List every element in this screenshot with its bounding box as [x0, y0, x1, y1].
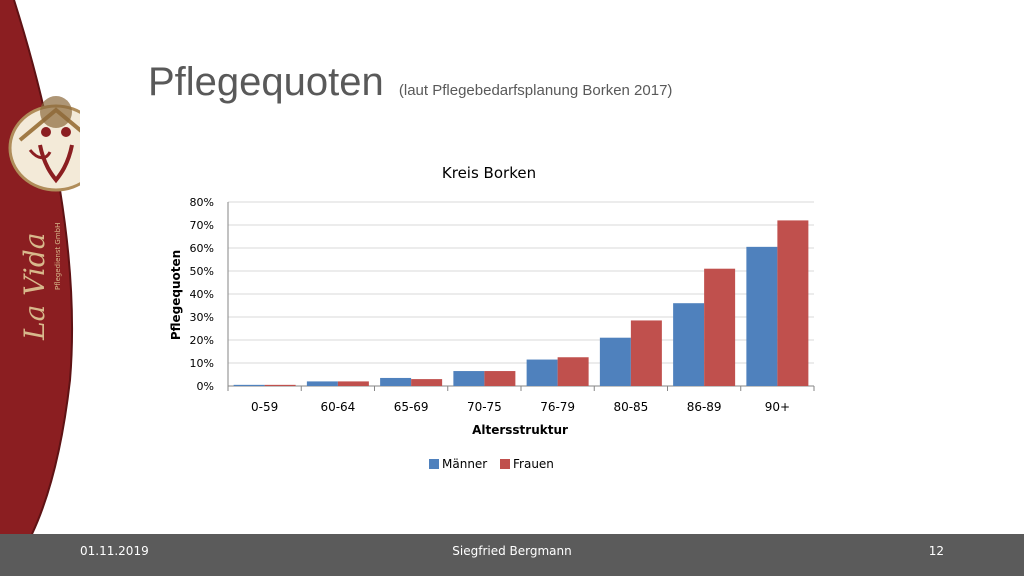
y-tick-label: 30% — [190, 311, 214, 324]
bar-frauen — [484, 371, 516, 386]
bar-maenner — [233, 384, 265, 386]
bar-frauen — [337, 381, 369, 386]
x-tick-label: 65-69 — [394, 400, 429, 414]
y-tick-label: 50% — [190, 265, 214, 278]
x-tick-label: 70-75 — [467, 400, 502, 414]
bar-maenner — [746, 246, 778, 386]
bar-frauen — [630, 320, 662, 386]
bar-maenner — [526, 359, 558, 386]
bar-maenner — [453, 371, 485, 386]
sidebar-decoration: La Vida Pflegedienst GmbH — [0, 0, 80, 534]
x-tick-label: 76-79 — [540, 400, 575, 414]
logo-text: La Vida — [18, 233, 51, 342]
slide-title-text: Pflegequoten — [148, 60, 384, 104]
bar-chart: Kreis Borken 0%10%20%30%40%50%60%70%80% … — [169, 164, 815, 471]
logo-emblem — [8, 96, 80, 192]
bar-maenner — [380, 377, 412, 386]
bar-frauen — [557, 357, 589, 386]
legend-swatch — [500, 459, 510, 469]
y-tick-label: 80% — [190, 196, 214, 209]
y-tick-label: 10% — [190, 357, 214, 370]
slide-title: Pflegequoten (laut Pflegebedarfsplanung … — [148, 60, 672, 105]
y-tick-label: 0% — [197, 380, 214, 393]
chart-title: Kreis Borken — [442, 164, 536, 182]
x-tick-label: 90+ — [765, 400, 790, 414]
bar-frauen — [777, 220, 809, 386]
legend-label: Männer — [442, 457, 487, 471]
x-axis: 0-59 60-64 65-69 70-75 76-79 80-85 86-89 90+ — [227, 386, 815, 414]
bar-maenner — [306, 381, 338, 386]
legend: Männer Frauen — [429, 457, 554, 471]
footer-author: Siegfried Bergmann — [452, 544, 572, 558]
x-tick-label: 86-89 — [687, 400, 722, 414]
footer-page-number: 12 — [928, 544, 944, 558]
slide-subtitle: (laut Pflegebedarfsplanung Borken 2017) — [398, 82, 673, 99]
x-tick-label: 80-85 — [613, 400, 648, 414]
x-tick-label: 0-59 — [251, 400, 278, 414]
y-axis-label: Pflegequoten — [169, 250, 183, 340]
legend-swatch — [429, 459, 439, 469]
bars — [233, 220, 809, 386]
y-tick-label: 60% — [190, 242, 214, 255]
bar-frauen — [264, 384, 296, 386]
legend-label: Frauen — [513, 457, 554, 471]
y-tick-label: 20% — [190, 334, 214, 347]
y-tick-label: 40% — [190, 288, 214, 301]
bar-maenner — [673, 303, 705, 386]
slide-footer: 01.11.2019 Siegfried Bergmann 12 — [0, 534, 1024, 576]
bar-frauen — [704, 268, 736, 386]
y-tick-label: 70% — [190, 219, 214, 232]
x-axis-label: Altersstruktur — [472, 423, 568, 437]
bar-maenner — [599, 337, 631, 386]
footer-date: 01.11.2019 — [80, 544, 149, 558]
bar-frauen — [411, 379, 443, 386]
logo-subtext: Pflegedienst GmbH — [54, 223, 62, 290]
y-axis: 0% 10% 20% 30% 40% 50% 60% 70% 80% — [190, 196, 229, 393]
x-tick-label: 60-64 — [320, 400, 355, 414]
